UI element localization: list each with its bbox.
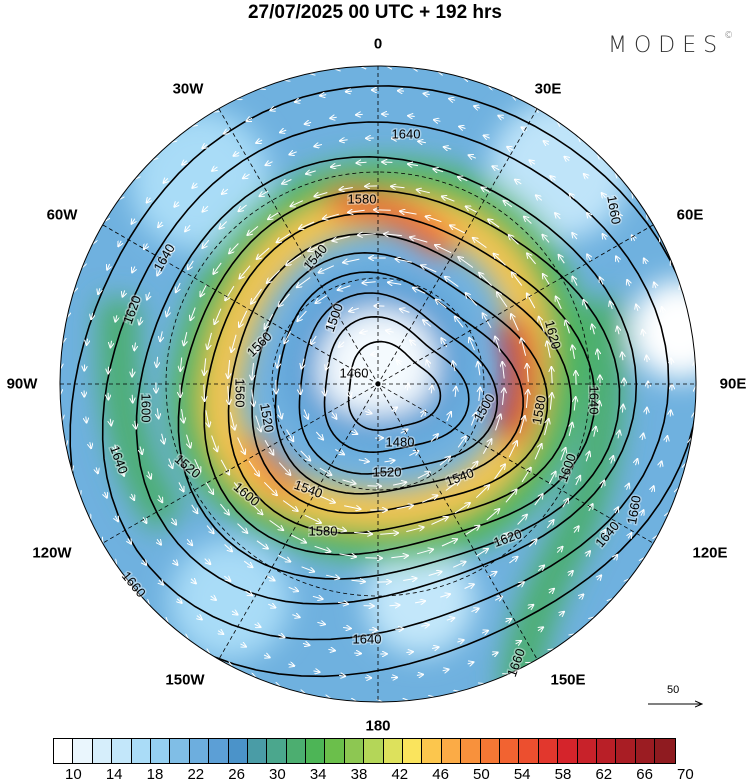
wind-arrow	[365, 558, 382, 559]
colorbar-swatch	[190, 739, 209, 763]
colorbar-label: 10	[65, 766, 82, 783]
lon-label-120w: 120W	[32, 545, 71, 562]
colorbar-label: 58	[555, 766, 572, 783]
colorbar-swatch	[403, 739, 422, 763]
colorbar-label: 34	[310, 766, 327, 783]
colorbar-label: 22	[187, 766, 204, 783]
wind-speed-shading	[60, 66, 730, 706]
colorbar-swatch	[616, 739, 635, 763]
south-pole-marker	[376, 382, 381, 387]
colorbar-swatch	[151, 739, 170, 763]
colorbar-label: 38	[351, 766, 368, 783]
colorbar-swatch	[287, 739, 306, 763]
colorbar-swatch	[209, 739, 228, 763]
colorbar-swatch	[597, 739, 616, 763]
colorbar-label: 70	[677, 766, 694, 783]
colorbar-swatch	[170, 739, 189, 763]
wind-arrow	[368, 486, 382, 487]
colorbar-label: 18	[147, 766, 164, 783]
lon-label-150e: 150E	[550, 672, 585, 689]
wind-arrow	[354, 653, 361, 654]
colorbar-label: 14	[106, 766, 123, 783]
contour-label: 1460	[340, 365, 369, 380]
colorbar-swatch	[132, 739, 151, 763]
contour-label: 1600	[139, 394, 154, 423]
colorbar-swatch	[636, 739, 655, 763]
contour-label: 1520	[373, 464, 402, 479]
wind-arrow	[132, 395, 133, 403]
lon-label-30w: 30W	[173, 81, 204, 98]
colorbar-swatch	[519, 739, 538, 763]
wind-arrow	[86, 417, 87, 423]
colorbar-swatch	[54, 739, 73, 763]
lon-label-150w: 150W	[165, 672, 204, 689]
colorbar-swatch	[306, 739, 325, 763]
colorbar-swatch	[73, 739, 92, 763]
colorbar-swatch	[578, 739, 597, 763]
contour-label: 1640	[587, 386, 602, 415]
lon-label-60e: 60E	[677, 207, 704, 224]
wind-arrow	[346, 91, 352, 92]
wind-arrow	[647, 356, 648, 363]
colorbar	[53, 738, 676, 764]
wind-arrow	[670, 410, 671, 416]
contour-label: 1580	[309, 523, 338, 538]
wind-arrow	[356, 114, 363, 115]
contour-label: 1480	[386, 434, 415, 449]
colorbar-swatch	[539, 739, 558, 763]
colorbar-swatch	[461, 739, 480, 763]
wind-arrow	[408, 384, 409, 391]
colorbar-label: 66	[636, 766, 653, 783]
colorbar-label: 46	[432, 766, 449, 783]
contour-label: 1560	[233, 379, 248, 408]
colorbar-swatch	[558, 739, 577, 763]
colorbar-swatch	[384, 739, 403, 763]
colorbar-label: 54	[514, 766, 531, 783]
wind-arrow	[671, 358, 672, 364]
lon-label-60w: 60W	[47, 207, 78, 224]
wind-scale-label: 50	[667, 684, 679, 696]
colorbar-swatch	[325, 739, 344, 763]
colorbar-swatch	[345, 739, 364, 763]
colorbar-label: 26	[228, 766, 245, 783]
colorbar-swatch	[364, 739, 383, 763]
colorbar-swatch	[248, 739, 267, 763]
colorbar-swatch	[229, 739, 248, 763]
lon-label-30e: 30E	[535, 81, 562, 98]
wind-arrow	[646, 408, 647, 415]
lon-label-90e: 90E	[720, 376, 747, 393]
colorbar-swatch	[112, 739, 131, 763]
contour-label: 1580	[348, 191, 377, 206]
lon-label-180: 180	[365, 718, 390, 735]
colorbar-label: 42	[391, 766, 408, 783]
lon-label-0: 0	[374, 36, 382, 53]
contour-label: 1640	[392, 126, 421, 141]
wind-arrow	[300, 384, 301, 394]
lon-label-120e: 120E	[692, 545, 727, 562]
colorbar-label: 50	[473, 766, 490, 783]
colorbar-label: 62	[595, 766, 612, 783]
colorbar-swatch	[442, 739, 461, 763]
colorbar-swatch	[93, 739, 112, 763]
colorbar-swatch	[500, 739, 519, 763]
colorbar-label: 30	[269, 766, 286, 783]
wind-arrow	[374, 210, 391, 211]
colorbar-swatch	[422, 739, 441, 763]
colorbar-swatch	[655, 739, 674, 763]
wind-arrow	[395, 629, 403, 630]
colorbar-swatch	[481, 739, 500, 763]
colorbar-swatch	[267, 739, 286, 763]
contour-label: 1640	[353, 631, 382, 646]
lon-label-90w: 90W	[7, 376, 38, 393]
